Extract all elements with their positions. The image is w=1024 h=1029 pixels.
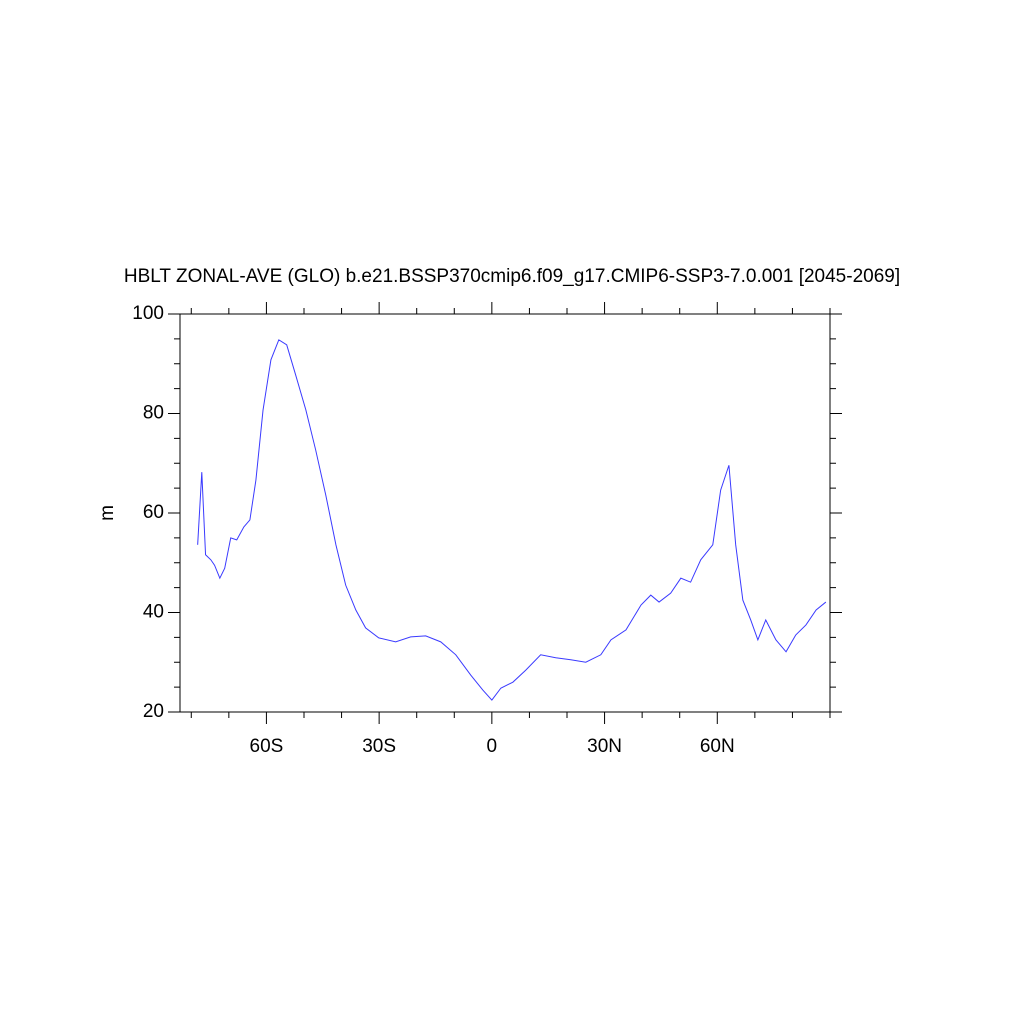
y-tick-label: 80 — [143, 403, 164, 424]
y-tick-label: 20 — [143, 701, 164, 722]
chart-title: HBLT ZONAL-AVE (GLO) b.e21.BSSP370cmip6.… — [124, 266, 900, 287]
data-line — [197, 339, 827, 701]
x-tick-label: 0 — [487, 736, 498, 757]
x-tick-label: 30S — [362, 736, 396, 757]
x-tick-label: 60S — [250, 736, 284, 757]
x-tick-label: 30N — [587, 736, 622, 757]
y-tick-label: 100 — [132, 303, 164, 324]
y-tick-label: 40 — [143, 602, 164, 623]
y-tick-label: 60 — [143, 502, 164, 523]
x-tick-label: 60N — [700, 736, 735, 757]
y-axis-label: m — [97, 505, 118, 521]
